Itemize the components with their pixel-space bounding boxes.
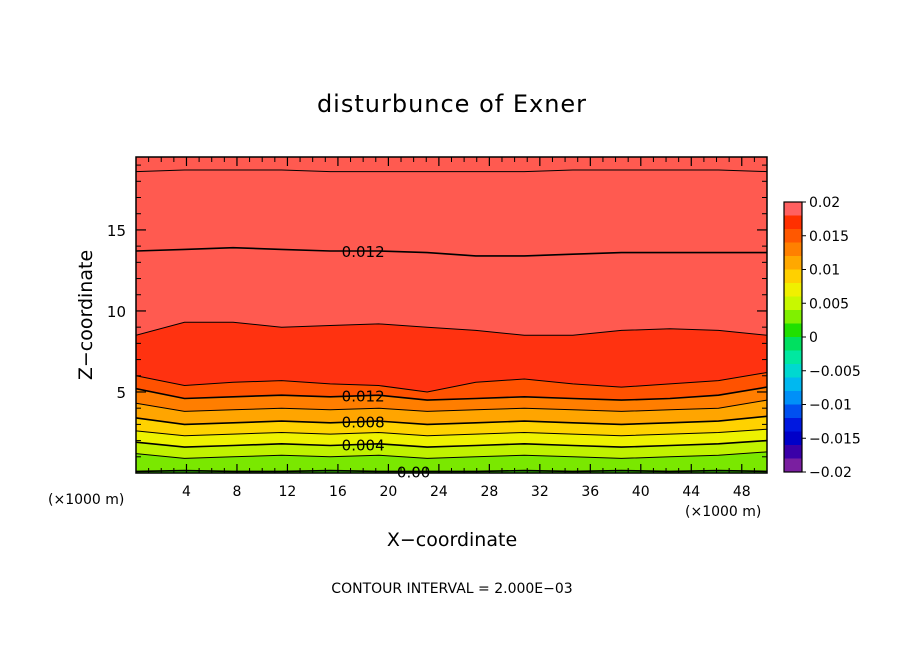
colorbar-label: 0.01 xyxy=(809,263,840,279)
colorbar-segment xyxy=(784,202,802,216)
contour-label: 0.012 xyxy=(342,243,385,261)
contour-line xyxy=(136,399,767,412)
colorbar-segment xyxy=(784,364,802,378)
colorbar-label: 0 xyxy=(809,330,818,346)
colorbar-label: −0.01 xyxy=(809,398,852,414)
contour-interval-note: CONTOUR INTERVAL = 2.000E−03 xyxy=(331,581,572,597)
colorbar-segment xyxy=(784,242,802,256)
colorbar-segment xyxy=(784,431,802,445)
colorbar-segment xyxy=(784,377,802,391)
colorbar-segment xyxy=(784,296,802,310)
colorbar-segment xyxy=(784,215,802,229)
colorbar-segment xyxy=(784,269,802,283)
x-tick-label: 20 xyxy=(379,484,397,500)
colorbar-segment xyxy=(784,323,802,337)
x-tick-label: 32 xyxy=(531,484,549,500)
colorbar-segment xyxy=(784,418,802,432)
colorbar-label: 0.015 xyxy=(809,229,849,245)
colorbar-segment xyxy=(784,337,802,351)
colorbar-label: −0.015 xyxy=(809,431,861,447)
contour-band xyxy=(136,247,767,336)
x-tick-label: 12 xyxy=(279,484,297,500)
x-axis-label: X−coordinate xyxy=(387,529,517,551)
colorbar-segment xyxy=(784,404,802,418)
y-unit-label: (×1000 m) xyxy=(48,492,124,508)
colorbar-segment xyxy=(784,283,802,297)
x-tick-label: 24 xyxy=(430,484,448,500)
x-tick-label: 28 xyxy=(480,484,498,500)
colorbar-segment xyxy=(784,445,802,459)
contour-line xyxy=(136,169,767,173)
contour-band xyxy=(136,372,767,401)
contour-line xyxy=(136,428,767,437)
colorbar-segment xyxy=(784,350,802,364)
y-tick-label: 15 xyxy=(107,222,126,240)
colorbar-label: −0.02 xyxy=(809,465,852,481)
y-tick-label: 5 xyxy=(116,384,126,402)
colorbar-segment xyxy=(784,458,802,472)
contour-band xyxy=(136,322,767,392)
colorbar xyxy=(783,201,803,473)
colorbar-label: 0.02 xyxy=(809,195,840,211)
contour-band xyxy=(136,400,767,425)
contour-band xyxy=(136,157,767,172)
contour-line xyxy=(136,321,767,336)
x-tick-label: 4 xyxy=(182,484,191,500)
y-tick-label: 10 xyxy=(107,303,126,321)
x-tick-label: 48 xyxy=(733,484,751,500)
contour-band xyxy=(136,387,767,412)
x-tick-label: 36 xyxy=(581,484,599,500)
colorbar-labels: 0.02 0.015 0.01 0.005 0 −0.005 −0.01 −0.015 −0.0… xyxy=(802,195,861,481)
contour-band xyxy=(136,170,767,256)
contour-label: 0.012 xyxy=(342,388,385,406)
x-tick-label: 44 xyxy=(682,484,700,500)
colorbar-label: −0.005 xyxy=(809,364,861,380)
x-unit-label: (×1000 m) xyxy=(685,504,761,520)
colorbar-segment xyxy=(784,310,802,324)
contour-line xyxy=(136,246,767,257)
chart-title: disturbunce of Exner xyxy=(317,90,587,118)
colorbar-segment xyxy=(784,256,802,270)
contour-band xyxy=(136,451,767,472)
contour-line xyxy=(136,372,767,393)
x-axis-ticks: 4 8 12 16 20 24 28 32 36 40 44 48 xyxy=(148,157,755,500)
contour-band xyxy=(136,429,767,448)
colorbar-label: 0.005 xyxy=(809,296,849,312)
contour-fill-bands xyxy=(136,157,767,473)
colorbar-segment xyxy=(784,229,802,243)
contour-band xyxy=(136,440,767,459)
x-tick-label: 40 xyxy=(632,484,650,500)
contour-line xyxy=(136,451,767,459)
x-tick-label: 16 xyxy=(329,484,347,500)
contour-label: 0.004 xyxy=(342,436,385,454)
x-tick-label: 8 xyxy=(232,484,241,500)
contour-label: 0.008 xyxy=(342,414,385,432)
y-axis-label: Z−coordinate xyxy=(75,250,97,380)
colorbar-segment xyxy=(784,391,802,405)
contour-line xyxy=(136,415,767,426)
contour-line xyxy=(136,439,767,448)
contour-band xyxy=(136,416,767,436)
y-axis-ticks: 5 10 15 xyxy=(107,164,767,458)
contour-line xyxy=(136,386,767,401)
